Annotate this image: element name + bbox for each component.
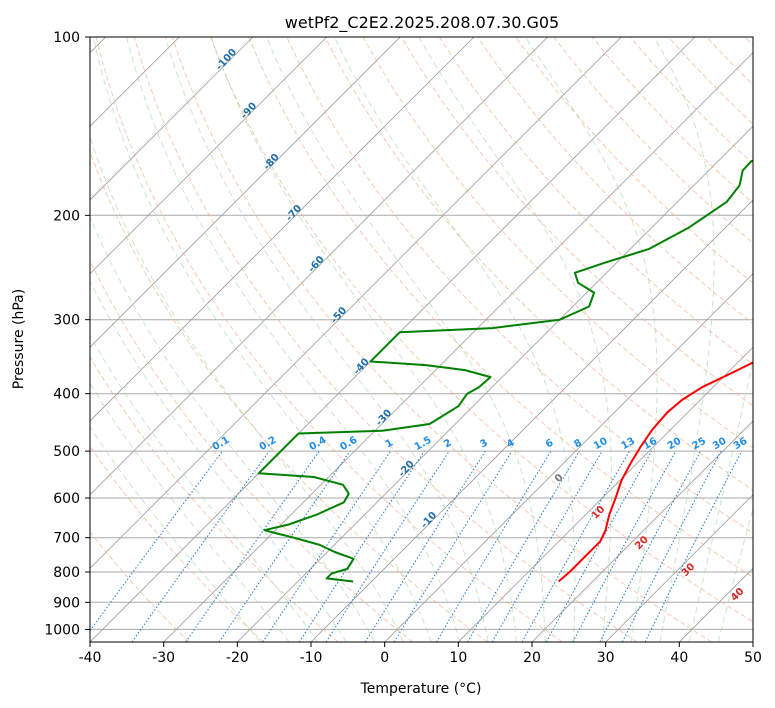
isotherm-line (605, 494, 753, 642)
x-tick-label: -40 (79, 650, 102, 666)
dry-adiabat-line (438, 37, 753, 366)
y-tick-label: 500 (53, 444, 80, 460)
plot-frame (89, 36, 754, 643)
x-tick-label: 50 (744, 650, 762, 666)
x-tick-label: -20 (226, 650, 249, 666)
mixing-ratio-line (325, 450, 450, 642)
mixing-ratio-label: 8 (572, 437, 584, 450)
isotherm-line (531, 420, 753, 642)
mixing-ratio-line (393, 450, 513, 642)
moist-adiabat-line (90, 334, 319, 642)
dry-adiabat-line (95, 37, 563, 642)
moist-adiabat-line (126, 37, 461, 642)
isotherm-line (384, 273, 753, 642)
y-tick-label: 700 (53, 531, 80, 547)
dewpoint-profile-line (257, 159, 753, 583)
moist-adiabat-line (653, 37, 715, 642)
y-axis-label: Pressure (hPa) (11, 289, 27, 389)
mixing-ratio-line (435, 450, 552, 642)
moist-adiabat-line (90, 215, 376, 642)
dry-adiabat-line (90, 259, 414, 642)
dry-adiabat-line (171, 37, 712, 642)
mixing-ratio-label: 2 (442, 437, 454, 450)
mixing-ratio-label: 1 (384, 437, 396, 450)
mixing-ratio-line (644, 450, 743, 642)
moist-adiabat-line (418, 37, 613, 642)
dry-adiabat-line (90, 445, 264, 642)
x-tick-label: -10 (300, 650, 323, 666)
mixing-ratio-line (185, 450, 320, 642)
mixing-ratio-line (364, 450, 486, 642)
isotherm-line (90, 37, 327, 275)
x-tick-label: 20 (523, 650, 541, 666)
moist-adiabat-line (524, 37, 658, 642)
y-tick-label: 200 (53, 208, 80, 224)
dry-adiabat-line (133, 37, 638, 642)
mixing-ratio-line (131, 450, 270, 642)
mixing-ratio-line (621, 450, 722, 642)
mixing-ratio-line (572, 450, 677, 642)
isotherm-line (458, 346, 753, 642)
y-tick-label: 1000 (44, 622, 80, 638)
moist-adiabat-line (333, 37, 576, 642)
moist-adiabat-line (266, 37, 546, 642)
isotherm-line (90, 37, 475, 422)
dry-adiabat-line (324, 37, 753, 491)
x-tick-label: -30 (152, 650, 175, 666)
moist-adiabat-line (90, 382, 290, 642)
x-tick-label: 40 (670, 650, 688, 666)
x-axis-label: Temperature (°C) (360, 681, 482, 697)
y-tick-label: 300 (53, 313, 80, 329)
isotherm-line (163, 52, 753, 642)
x-tick-label: 0 (380, 650, 389, 666)
dry-adiabats (90, 37, 753, 642)
moist-adiabat-line (164, 37, 489, 642)
x-tick-label: 10 (449, 650, 467, 666)
mixing-ratio-lines (90, 450, 743, 642)
x-tick-label: 30 (597, 650, 615, 666)
isobar-gridlines (90, 37, 753, 630)
mixing-ratio-line (298, 450, 425, 642)
mixing-ratio-line (599, 450, 701, 642)
isotherm-line (90, 37, 254, 201)
isotherm-line (90, 37, 401, 348)
mixing-ratio-label: 4 (505, 437, 517, 450)
dry-adiabat-line (515, 37, 753, 284)
y-tick-label: 900 (53, 595, 80, 611)
dry-adiabat-line (90, 531, 190, 642)
mixing-ratio-line (262, 450, 392, 642)
mixing-ratio-line (90, 450, 223, 632)
isotherm-line (237, 125, 753, 642)
moist-adiabat-line (92, 37, 432, 642)
moist-adiabat-line (210, 37, 517, 642)
mixing-ratio-line (521, 450, 630, 642)
moist-adiabat-line (688, 358, 753, 642)
dry-adiabat-line (210, 37, 753, 623)
mixing-ratio-line (545, 450, 653, 642)
moist-adiabat-line (717, 506, 753, 642)
dry-adiabat-line (400, 37, 753, 407)
y-tick-label: 100 (53, 30, 80, 46)
axes: -40 -30 -20 -10 0 10 20 30 40 50 1000 900 800 700 600 5… (44, 30, 762, 666)
moist-adiabat-line (90, 135, 404, 642)
temperature-profile-line (557, 361, 753, 583)
moist-adiabat-line (90, 426, 261, 642)
y-tick-label: 400 (53, 387, 80, 403)
dry-adiabat-line (90, 356, 339, 642)
chart-title: wetPf2_C2E2.2025.208.07.30.G05 (285, 13, 559, 33)
dry-adiabat-line (248, 37, 753, 578)
y-tick-label: 600 (53, 491, 80, 507)
mixing-ratio-label: 3 (478, 437, 490, 450)
isotherm-lines (90, 37, 753, 642)
dry-adiabat-line (90, 150, 488, 642)
mixing-ratio-label: 6 (544, 437, 556, 450)
mixing-ratio-line (218, 450, 351, 642)
profile-series (257, 159, 753, 583)
y-tick-label: 800 (53, 565, 80, 581)
isotherm-line (90, 37, 622, 569)
isotherm-line (90, 37, 548, 496)
